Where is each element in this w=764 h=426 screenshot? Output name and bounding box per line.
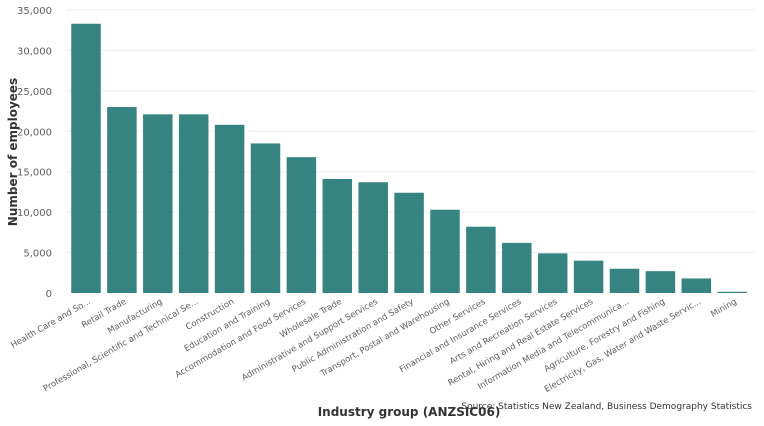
source-note: Source: Statistics New Zealand, Business… [461,402,752,412]
bar[interactable] [573,260,604,293]
bar[interactable] [394,192,424,293]
y-axis-title: Number of employees [6,78,20,226]
y-tick-label: 25,000 [17,87,52,98]
bar[interactable] [609,268,640,293]
x-category-label: Health Care and So... [9,297,92,351]
bar[interactable] [71,23,101,293]
bar[interactable] [502,242,532,293]
bar[interactable] [717,291,747,293]
y-axis-ticks: 0 5,000 10,000 15,000 20,000 25,000 30,000 35,0… [17,6,52,300]
bars [71,23,747,294]
bar[interactable] [107,107,137,294]
bar[interactable] [286,157,317,293]
y-tick-label: 35,000 [17,6,52,17]
bar[interactable] [430,209,460,293]
bar[interactable] [645,271,676,293]
y-tick-label: 10,000 [17,208,52,219]
y-tick-label: 15,000 [17,168,52,179]
y-tick-label: 30,000 [17,46,52,57]
bar[interactable] [681,278,712,293]
x-axis-title: Industry group (ANZSIC06) [318,405,501,419]
bar[interactable] [466,226,496,293]
bar[interactable] [322,178,353,293]
x-axis-category-labels: Health Care and So...Retail TradeManufac… [9,297,738,395]
bar[interactable] [250,143,281,293]
bar[interactable] [143,114,173,293]
y-tick-label: 5,000 [23,249,52,260]
bar[interactable] [178,114,209,293]
bar[interactable] [214,124,245,294]
y-tick-label: 20,000 [17,127,52,138]
bar[interactable] [537,253,568,293]
bar[interactable] [358,182,388,293]
x-category-label: Mining [709,297,738,320]
y-tick-label: 0 [46,289,52,300]
